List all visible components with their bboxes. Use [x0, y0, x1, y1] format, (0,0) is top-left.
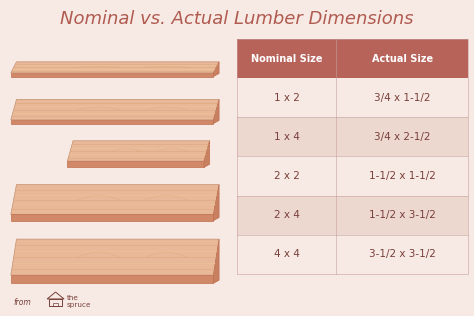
Bar: [11, 275, 213, 283]
Text: 2 x 4: 2 x 4: [273, 210, 300, 220]
Bar: [237, 235, 468, 274]
Text: Nominal vs. Actual Lumber Dimensions: Nominal vs. Actual Lumber Dimensions: [60, 9, 414, 27]
Text: 3-1/2 x 3-1/2: 3-1/2 x 3-1/2: [369, 249, 436, 259]
Polygon shape: [213, 185, 219, 221]
Bar: [11, 120, 213, 124]
Text: 1-1/2 x 3-1/2: 1-1/2 x 3-1/2: [369, 210, 436, 220]
Bar: [11, 214, 213, 221]
Text: 3/4 x 1-1/2: 3/4 x 1-1/2: [374, 93, 430, 103]
Bar: [237, 196, 468, 235]
Polygon shape: [11, 239, 219, 275]
Polygon shape: [204, 141, 210, 167]
Text: 2 x 2: 2 x 2: [273, 171, 300, 181]
Bar: [11, 73, 213, 76]
Text: from: from: [13, 298, 31, 307]
Text: Actual Size: Actual Size: [372, 53, 433, 64]
Bar: [237, 39, 468, 78]
Text: 1-1/2 x 1-1/2: 1-1/2 x 1-1/2: [369, 171, 436, 181]
Bar: [53, 303, 58, 307]
Polygon shape: [67, 141, 210, 161]
Polygon shape: [213, 239, 219, 283]
Text: 3/4 x 2-1/2: 3/4 x 2-1/2: [374, 132, 430, 142]
Text: 1 x 4: 1 x 4: [273, 132, 300, 142]
Polygon shape: [213, 100, 219, 124]
Bar: [237, 39, 468, 274]
Bar: [49, 299, 62, 307]
Bar: [237, 117, 468, 156]
Polygon shape: [213, 62, 219, 76]
Polygon shape: [11, 62, 219, 73]
Polygon shape: [11, 100, 219, 120]
Text: 1 x 2: 1 x 2: [273, 93, 300, 103]
Bar: [237, 156, 468, 196]
Text: 4 x 4: 4 x 4: [273, 249, 300, 259]
Bar: [237, 78, 468, 117]
Polygon shape: [11, 185, 219, 214]
Text: Nominal Size: Nominal Size: [251, 53, 322, 64]
Bar: [67, 161, 204, 167]
Text: the
spruce: the spruce: [67, 295, 91, 308]
